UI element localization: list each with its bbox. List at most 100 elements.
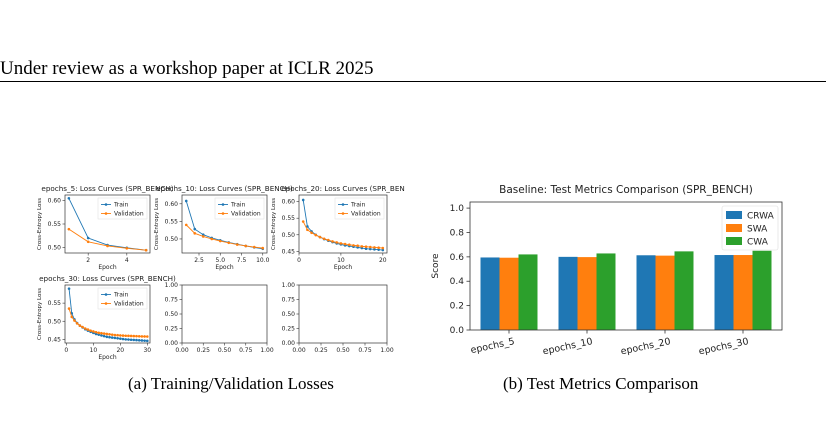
y-tick-label: 0.0 — [450, 326, 465, 336]
y-tick-label: 0.55 — [48, 221, 62, 228]
y-tick-label: 0.45 — [282, 248, 296, 255]
bar-cwa-epochs_5 — [518, 254, 538, 330]
data-point — [140, 335, 144, 338]
data-point — [108, 335, 111, 339]
bar-cwa-epochs_10 — [596, 253, 616, 330]
plot-frame — [181, 194, 268, 254]
y-tick-label: 0.55 — [165, 218, 179, 225]
x-tick-label: 10 — [337, 257, 345, 264]
bar-swa-epochs_20 — [655, 255, 675, 330]
data-point — [135, 338, 138, 342]
x-tick-label: 0.25 — [314, 347, 328, 354]
data-point — [227, 241, 231, 245]
legend-label: Validation — [114, 301, 144, 308]
data-point — [78, 324, 82, 327]
data-point — [201, 235, 205, 238]
data-point — [124, 334, 128, 338]
data-point — [310, 231, 313, 235]
running-header: Under review as a workshop paper at ICLR… — [0, 58, 374, 79]
x-tick-label: 0.00 — [175, 347, 189, 354]
loss-chart-5: 0.00 0.25 0.50 0.75 1.00 0.00 0.25 0.50 0.75 1.00 — [165, 282, 274, 354]
x-tick-label: 0.75 — [358, 347, 372, 354]
data-point — [81, 325, 84, 329]
x-tick-label: 0 — [297, 257, 301, 264]
data-point — [110, 336, 114, 339]
plot-frame — [298, 194, 388, 254]
data-point — [108, 333, 111, 336]
data-point — [364, 245, 368, 249]
data-point — [314, 233, 318, 237]
data-point — [86, 236, 90, 240]
x-axis-label: Epoch — [98, 354, 117, 361]
y-tick-label: 0.50 — [165, 311, 179, 318]
data-point — [143, 339, 146, 342]
data-point — [193, 232, 197, 235]
legend-label: Validation — [231, 211, 261, 218]
plot-frame — [181, 284, 268, 344]
bar-cwa-epochs_30 — [752, 250, 772, 330]
data-point — [124, 338, 128, 341]
data-point — [100, 334, 103, 337]
data-point — [368, 245, 372, 249]
data-point — [377, 246, 380, 249]
data-point — [97, 331, 101, 335]
y-tick-label: 0.50 — [48, 244, 62, 251]
legend-label: CRWA — [747, 212, 775, 222]
data-point — [100, 331, 103, 335]
bar-swa-epochs_5 — [499, 257, 519, 330]
data-point — [75, 322, 79, 325]
data-point — [331, 240, 334, 243]
legend-marker — [221, 212, 225, 215]
plot-frame — [469, 201, 783, 331]
data-point — [92, 330, 95, 333]
data-point — [97, 333, 101, 336]
data-point — [119, 337, 122, 340]
data-point — [94, 330, 98, 334]
chart-title: epochs_20: Loss Curves (SPR_BEN — [281, 184, 405, 193]
legend-marker — [104, 203, 108, 206]
data-point — [327, 238, 330, 242]
y-tick-label: 0.50 — [48, 318, 62, 325]
y-tick-label: 0.25 — [282, 326, 296, 333]
plot-frame — [64, 194, 151, 254]
x-tick-label: 20 — [379, 257, 387, 264]
x-tick-label: 0 — [64, 347, 68, 354]
y-tick-label: 0.25 — [165, 326, 179, 333]
data-point — [339, 242, 343, 245]
data-point — [67, 287, 71, 290]
data-point — [261, 246, 265, 250]
data-point — [135, 334, 138, 338]
data-point — [244, 244, 248, 248]
data-point — [373, 248, 376, 251]
legend: Train Validation — [214, 197, 265, 220]
x-axis-label: Epoch — [334, 264, 353, 271]
data-point — [377, 248, 380, 251]
legend: CRWA SWA CWA — [721, 205, 779, 251]
data-point — [125, 247, 129, 250]
data-point — [318, 235, 322, 239]
x-tick-label: epochs_30 — [698, 336, 750, 357]
x-tick-label: 0.25 — [197, 347, 211, 354]
data-point — [347, 243, 351, 247]
y-axis-label: Cross-Entropy Loss — [37, 288, 43, 340]
data-point — [119, 334, 122, 337]
y-tick-label: 0.55 — [48, 300, 62, 307]
data-point — [322, 237, 326, 241]
x-tick-label: 2.5 — [194, 257, 204, 264]
y-tick-label: 1.0 — [450, 204, 465, 214]
x-tick-label: 0.75 — [239, 347, 253, 354]
legend-marker — [221, 203, 225, 206]
data-point — [137, 334, 141, 338]
data-point — [116, 333, 119, 337]
y-tick-label: 0.2 — [450, 302, 464, 312]
y-tick-label: 0.8 — [450, 228, 465, 238]
loss-chart-2: epochs_10: Loss Curves (SPR_BENCH) 2.5 5.0… — [154, 184, 293, 271]
data-point — [373, 246, 376, 249]
data-point — [129, 334, 133, 338]
bar-crwa-epochs_10 — [558, 256, 578, 330]
y-tick-label: 0.60 — [165, 201, 179, 208]
y-tick-label: 0.75 — [165, 297, 179, 304]
data-point — [129, 338, 133, 342]
data-point — [113, 336, 117, 340]
